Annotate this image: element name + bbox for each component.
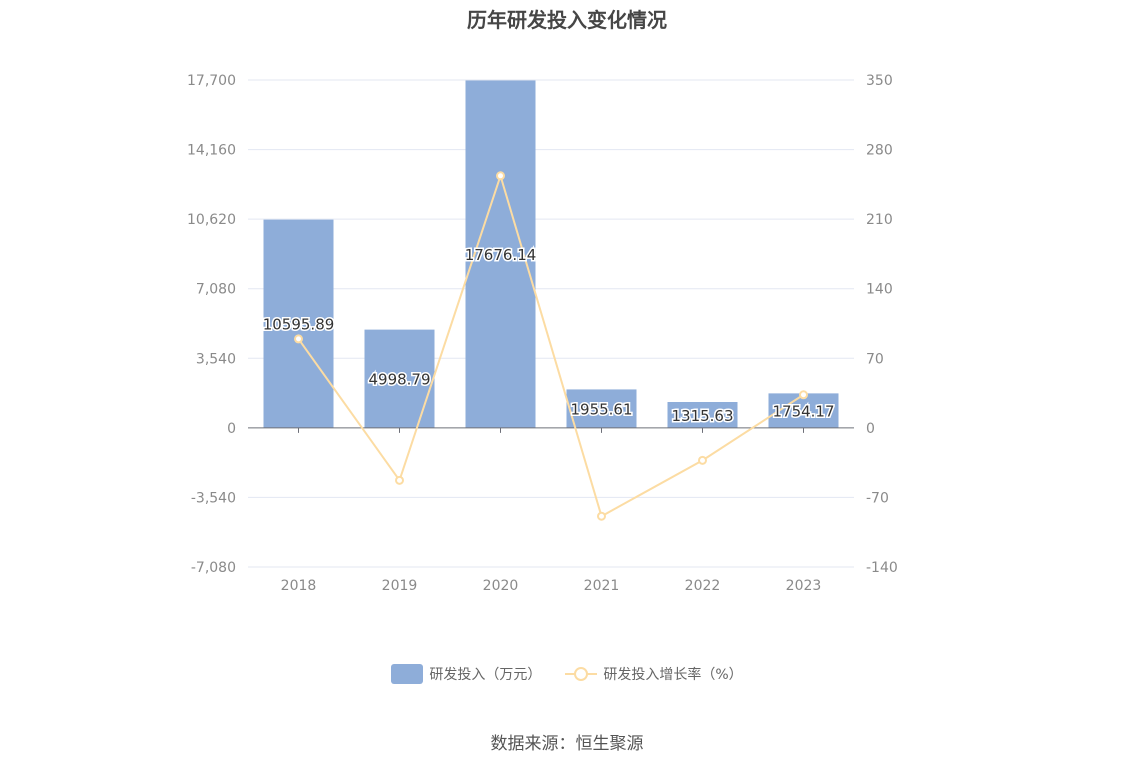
y-left-tick-label: 3,540 xyxy=(196,351,236,367)
y-left-tick-label: -3,540 xyxy=(191,490,236,506)
bar-data-label-2021: 1955.61 xyxy=(570,401,632,419)
bar-2021 xyxy=(566,389,637,428)
legend-item-rd-investment[interactable]: 研发投入（万元） xyxy=(391,664,541,684)
y-left-tick-label: 0 xyxy=(227,421,236,437)
bar-data-label-2023: 1754.17 xyxy=(772,403,834,421)
legend-label-rd-investment: 研发投入（万元） xyxy=(429,667,542,683)
y-right-tick-label: 280 xyxy=(866,143,893,159)
y-left-tick-label: 17,700 xyxy=(187,73,236,89)
chart-svg: 17,700 350 14,160 280 10,620 210 7,080 140 3,540… xyxy=(187,73,898,594)
growth-rate-point-2019 xyxy=(395,475,404,485)
growth-rate-point-2020 xyxy=(496,171,505,181)
bar-2022 xyxy=(667,402,738,428)
x-tick-label-2018: 2018 xyxy=(281,578,317,594)
legend-item-growth-rate[interactable]: 研发投入增长率（%） xyxy=(565,664,743,684)
bar-2018 xyxy=(263,219,334,428)
y-right-tick-label: 70 xyxy=(866,351,884,367)
legend-line-swatch xyxy=(565,664,598,684)
x-tick-label-2022: 2022 xyxy=(685,578,721,594)
bar-data-label-2018: 10595.89 xyxy=(263,316,335,334)
y-right-tick-label: -140 xyxy=(866,560,898,576)
source-note: 数据来源：恒生聚源 xyxy=(490,734,644,754)
x-tick-label-2021: 2021 xyxy=(584,578,620,594)
bar-data-label-2019: 4998.79 xyxy=(368,371,430,389)
y-left-tick-label: -7,080 xyxy=(191,560,236,576)
y-left-tick-label: 10,620 xyxy=(187,212,236,228)
chart-title: 历年研发投入变化情况 xyxy=(467,8,667,32)
bar-data-label-2020: 17676.14 xyxy=(465,246,537,264)
x-tick-label-2019: 2019 xyxy=(382,578,418,594)
growth-rate-point-2022 xyxy=(698,455,707,465)
bar-data-label-2022: 1315.63 xyxy=(671,407,733,425)
legend-bar-swatch xyxy=(391,664,424,684)
legend-label-growth-rate: 研发投入增长率（%） xyxy=(603,667,743,683)
x-tick-label-2023: 2023 xyxy=(786,578,822,594)
x-tick-label-2020: 2020 xyxy=(483,578,519,594)
growth-rate-point-2023 xyxy=(799,390,808,400)
legend: 研发投入（万元） 研发投入增长率（%） xyxy=(0,664,1134,684)
y-right-tick-label: 0 xyxy=(866,421,875,437)
y-left-tick-label: 7,080 xyxy=(196,282,236,298)
y-right-tick-label: 140 xyxy=(866,282,893,298)
y-right-tick-label: -70 xyxy=(866,490,889,506)
growth-rate-point-2018 xyxy=(294,334,303,344)
y-left-tick-label: 14,160 xyxy=(187,143,236,159)
y-right-tick-label: 350 xyxy=(866,73,893,89)
y-right-tick-label: 210 xyxy=(866,212,893,228)
growth-rate-point-2021 xyxy=(597,511,606,521)
growth-rate-line xyxy=(297,172,805,518)
